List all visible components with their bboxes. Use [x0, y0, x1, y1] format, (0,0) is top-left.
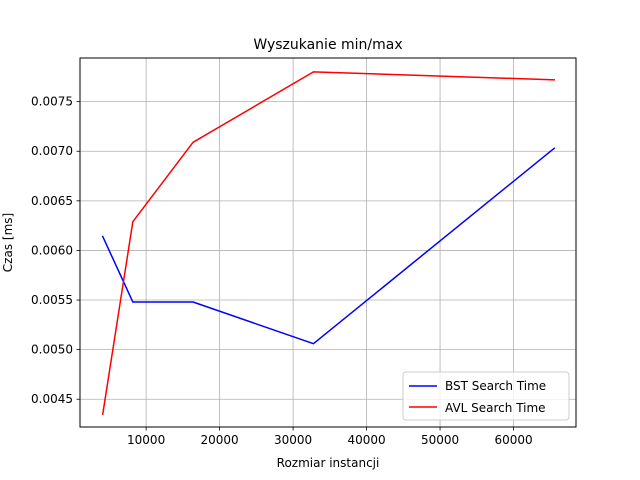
x-axis-label: Rozmiar instancji [277, 456, 380, 470]
y-tick-label: 0.0055 [31, 293, 73, 307]
x-tick-label: 40000 [347, 433, 385, 447]
x-axis-ticks: 10000 20000 30000 40000 50000 60000 [127, 427, 533, 447]
legend-label-avl: AVL Search Time [445, 401, 546, 415]
y-tick-label: 0.0060 [31, 243, 73, 257]
y-tick-label: 0.0050 [31, 343, 73, 357]
y-tick-label: 0.0070 [31, 144, 73, 158]
y-tick-label: 0.0075 [31, 95, 73, 109]
chart-title: Wyszukanie min/max [253, 37, 402, 53]
x-tick-label: 20000 [201, 433, 239, 447]
x-tick-label: 50000 [421, 433, 459, 447]
legend-label-bst: BST Search Time [445, 379, 546, 393]
x-tick-label: 60000 [494, 433, 532, 447]
legend-box [402, 371, 570, 421]
y-tick-label: 0.0065 [31, 194, 73, 208]
x-tick-label: 30000 [274, 433, 312, 447]
y-axis-ticks: 0.0045 0.0050 0.0055 0.0060 0.0065 0.0070 0.00… [31, 95, 80, 406]
series-line-avl [101, 71, 555, 415]
series-line-bst [101, 147, 556, 345]
x-tick-label: 10000 [127, 433, 165, 447]
legend: BST Search Time AVL Search Time [402, 371, 570, 421]
series-lines [101, 71, 556, 415]
grid [80, 58, 576, 427]
y-tick-label: 0.0045 [31, 392, 73, 406]
plot-frame [79, 57, 577, 428]
y-axis-label: Czas [ms] [1, 213, 15, 272]
